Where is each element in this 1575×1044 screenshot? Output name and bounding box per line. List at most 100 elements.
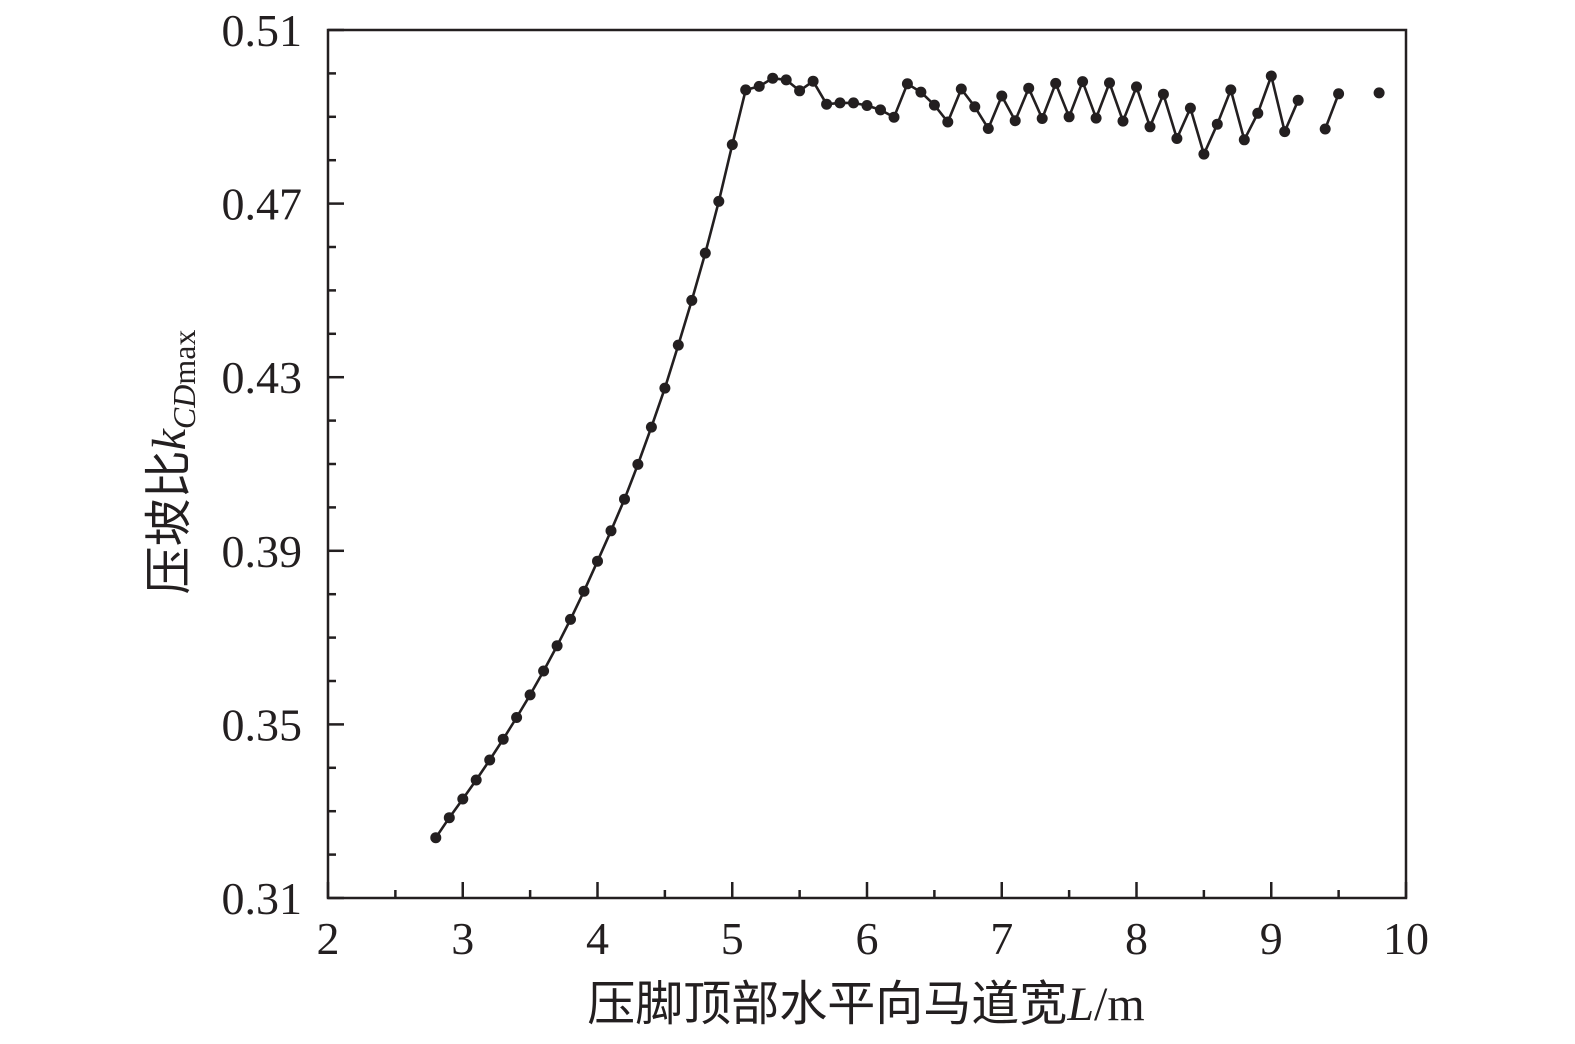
- data-point: [767, 72, 779, 84]
- data-point: [1265, 70, 1277, 82]
- data-point: [1373, 87, 1385, 99]
- data-point: [632, 458, 644, 470]
- y-axis-label-sub: CD: [166, 385, 202, 429]
- data-point: [969, 101, 981, 113]
- x-tick-label: 2: [317, 913, 340, 964]
- data-point: [875, 104, 886, 116]
- data-point: [497, 733, 509, 745]
- data-point: [1131, 81, 1142, 93]
- data-point: [1211, 118, 1223, 130]
- data-point: [1238, 134, 1250, 146]
- data-point: [713, 195, 725, 207]
- data-point: [1023, 82, 1035, 94]
- data-point: [605, 525, 617, 537]
- data-point: [1036, 113, 1048, 124]
- data-point: [780, 74, 792, 86]
- data-point: [834, 97, 846, 109]
- x-tick-label: 5: [721, 913, 744, 964]
- y-tick-label: 0.43: [222, 352, 303, 403]
- x-axis-label-suffix: /m: [1094, 978, 1145, 1031]
- data-point: [619, 493, 630, 505]
- data-point: [915, 86, 927, 98]
- x-tick-label: 4: [586, 913, 609, 964]
- data-point: [443, 812, 455, 824]
- x-axis-label-var: L: [1066, 978, 1094, 1031]
- data-point: [861, 100, 873, 111]
- data-point: [794, 85, 806, 97]
- data-point: [1319, 123, 1331, 135]
- data-point: [565, 613, 576, 625]
- data-point: [430, 832, 442, 844]
- data-point: [1252, 107, 1264, 119]
- data-point: [928, 99, 940, 111]
- y-tick-label: 0.35: [222, 699, 303, 750]
- x-tick-label: 6: [856, 913, 879, 964]
- y-tick-label: 0.47: [222, 179, 303, 230]
- data-point: [901, 78, 913, 90]
- data-point: [659, 382, 671, 394]
- data-point: [511, 712, 523, 723]
- data-point: [1292, 94, 1304, 106]
- data-point: [645, 421, 657, 433]
- data-point: [821, 98, 833, 110]
- data-point: [1225, 84, 1237, 96]
- data-point: [942, 116, 954, 128]
- data-point: [470, 774, 482, 786]
- data-point: [848, 97, 859, 109]
- data-point: [538, 665, 550, 677]
- data-point: [1157, 88, 1169, 100]
- y-axis-label-var: k: [143, 427, 196, 450]
- data-point: [1279, 126, 1291, 138]
- x-axis-label: 压脚顶部水平向马道宽L/m: [587, 978, 1144, 1031]
- series-lines: [434, 74, 1340, 839]
- x-tick-label: 3: [451, 913, 474, 964]
- tick-labels: 2 3 4 5 6 7 8 9 10 0.31 0.35 0.39 0.43 0.47 0.51: [222, 5, 1430, 964]
- data-point: [1117, 115, 1129, 127]
- y-axis-label-sub2: max: [166, 330, 202, 385]
- data-point: [699, 247, 711, 259]
- data-point: [686, 294, 698, 306]
- data-point: [457, 793, 469, 805]
- data-point: [1171, 133, 1183, 144]
- data-point: [1198, 148, 1210, 160]
- y-axis-label-prefix: 压坡比: [143, 450, 196, 594]
- x-tick-label: 10: [1383, 913, 1429, 964]
- data-point: [551, 640, 563, 652]
- data-point: [1333, 88, 1345, 100]
- y-tick-label: 0.51: [222, 5, 303, 56]
- axis-ticks: [326, 28, 1408, 900]
- data-point: [1009, 115, 1021, 127]
- y-tick-label: 0.31: [222, 873, 303, 924]
- x-tick-label: 9: [1260, 913, 1283, 964]
- y-axis-label: 压坡比kCDmax: [143, 330, 202, 595]
- data-point: [672, 339, 684, 351]
- data-point: [592, 555, 603, 567]
- data-point: [484, 754, 496, 766]
- data-point: [1090, 112, 1102, 124]
- plot-frame-rect: [326, 28, 1408, 900]
- data-point: [807, 75, 819, 87]
- data-point: [1184, 102, 1196, 114]
- plot-frame: [326, 28, 1408, 900]
- data-point: [1063, 111, 1075, 123]
- data-point: [753, 80, 765, 92]
- data-point: [740, 84, 752, 96]
- data-point: [1077, 76, 1089, 88]
- data-point: [524, 689, 536, 701]
- data-point: [1144, 121, 1156, 133]
- x-tick-label: 7: [990, 913, 1013, 964]
- data-point: [726, 139, 738, 151]
- data-point: [996, 90, 1008, 102]
- data-point: [1050, 77, 1062, 89]
- series-points: [430, 70, 1385, 844]
- data-point: [888, 111, 900, 123]
- series-line-segment: [1323, 93, 1340, 130]
- x-axis-label-prefix: 压脚顶部水平向马道宽: [587, 978, 1067, 1031]
- data-point: [982, 123, 994, 134]
- data-point: [1104, 77, 1115, 89]
- y-tick-label: 0.39: [222, 526, 303, 577]
- data-point: [955, 83, 967, 95]
- x-tick-label: 8: [1125, 913, 1148, 964]
- series-line-segment: [434, 74, 1300, 839]
